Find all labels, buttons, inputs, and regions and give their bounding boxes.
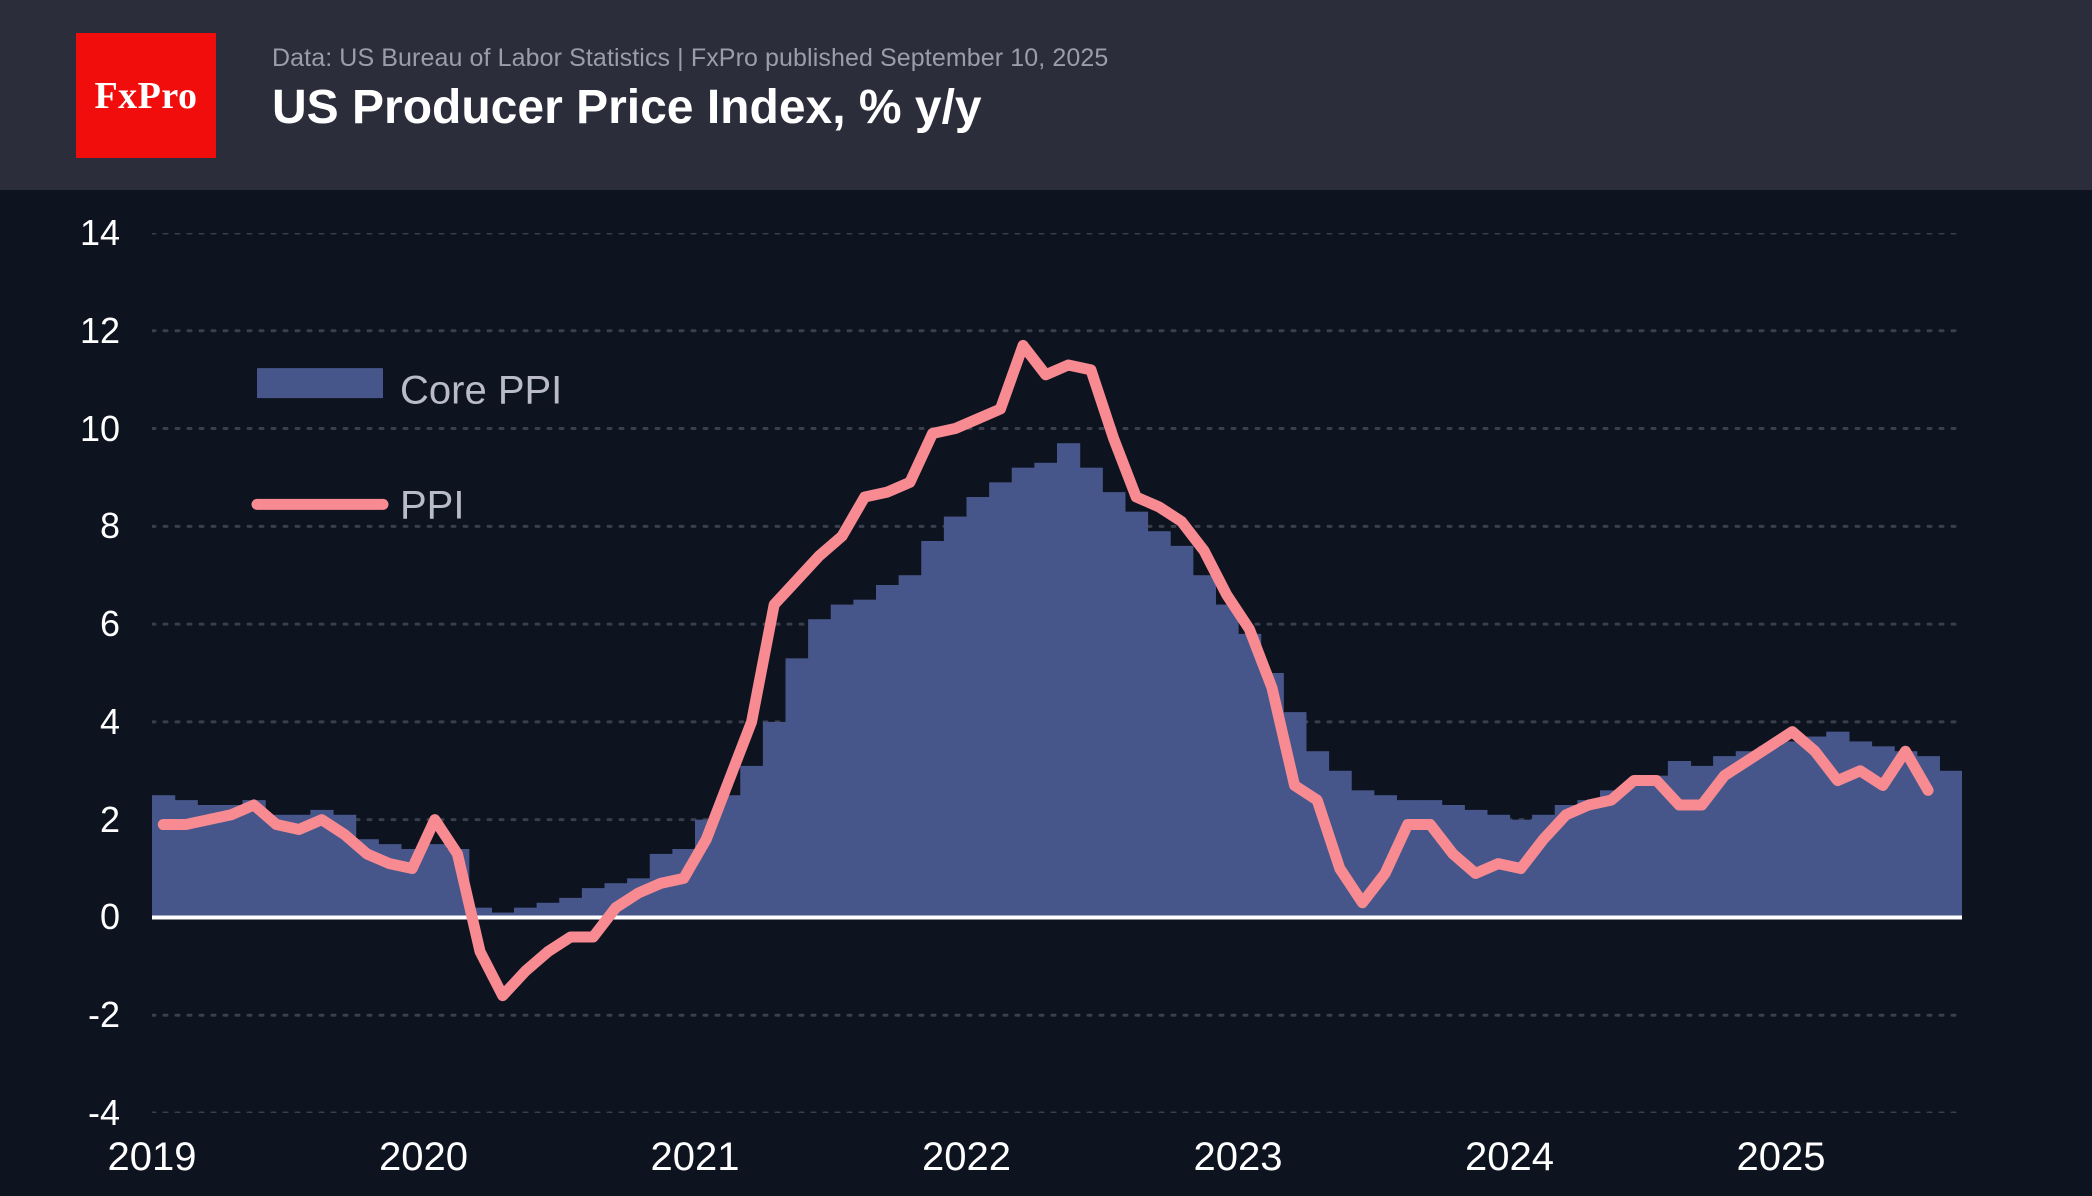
bar: [1622, 785, 1646, 918]
y-axis-tick-label: -2: [87, 994, 120, 1036]
chart-header: FxPro Data: US Bureau of Labor Statistic…: [0, 0, 2092, 190]
bar: [966, 497, 990, 918]
bar: [287, 814, 311, 918]
bar: [1803, 736, 1827, 918]
y-axis-tick-label: 10: [79, 407, 120, 449]
bar: [1848, 741, 1873, 918]
bar: [468, 907, 492, 918]
bar: [219, 805, 244, 918]
chart-svg: Core PPI PPI: [152, 233, 1962, 1113]
bar: [1667, 761, 1692, 918]
chart-legend: Core PPI PPI: [251, 368, 562, 527]
bar: [1826, 731, 1850, 918]
page-title: US Producer Price Index, % y/y: [272, 81, 982, 134]
bar: [1916, 756, 1940, 918]
bar: [1419, 800, 1443, 918]
y-axis-tick-label: -4: [87, 1092, 120, 1133]
bar: [1939, 770, 1962, 918]
bar: [1464, 809, 1488, 918]
bar: [876, 585, 900, 918]
logo-text: FxPro: [94, 74, 198, 117]
bar: [1147, 531, 1171, 918]
bar: [1781, 741, 1805, 918]
bar: [740, 765, 764, 918]
bar: [1758, 746, 1782, 918]
bar: [1554, 805, 1578, 918]
x-axis-tick-label: 2025: [1736, 1135, 1826, 1179]
bar: [1735, 751, 1759, 918]
bar: [1102, 492, 1126, 918]
bar: [1238, 633, 1262, 918]
bar: [536, 902, 560, 918]
bar: [1713, 756, 1737, 918]
bar: [1011, 467, 1035, 918]
fxpro-logo: FxPro: [76, 33, 216, 158]
bar: [762, 721, 787, 918]
bar: [1894, 751, 1918, 918]
bar: [491, 912, 515, 918]
bar: [514, 907, 538, 918]
bar: [1170, 545, 1194, 918]
bar: [1396, 800, 1420, 918]
y-axis-tick-label: 8: [99, 505, 120, 547]
bar: [1215, 604, 1239, 918]
y-axis-tick-label: 0: [99, 896, 120, 938]
bar: [830, 604, 854, 918]
bar: [1645, 775, 1669, 918]
bar: [581, 888, 606, 918]
x-axis-tick-label: 2021: [650, 1135, 740, 1179]
bar: [152, 795, 176, 918]
plot-area: 14 12 10 8 6 4 2 0 -2 -4 2019 2020 2021 2022 2023 2024…: [0, 190, 2092, 1196]
bar: [265, 814, 289, 918]
bar: [853, 599, 877, 918]
bar: [898, 575, 922, 918]
bar: [943, 516, 968, 918]
x-axis-tick-label: 2023: [1193, 1135, 1283, 1179]
bar: [717, 795, 741, 918]
x-axis-tick-label: 2020: [379, 1135, 468, 1179]
legend-swatch-core-ppi: [257, 368, 383, 399]
bar: [1577, 800, 1601, 918]
bar: [921, 541, 945, 918]
chart-subtitle: Data: US Bureau of Labor Statistics | Fx…: [272, 44, 1109, 72]
ppi-line: [157, 339, 1934, 1002]
legend-label-ppi: PPI: [400, 483, 464, 527]
bar: [1057, 443, 1081, 918]
bar: [1600, 790, 1624, 918]
chart-canvas: Core PPI PPI: [152, 233, 1962, 1113]
x-axis-tick-label: 2024: [1465, 1135, 1554, 1179]
bar: [559, 897, 583, 918]
bar: [1124, 511, 1149, 918]
bar: [310, 809, 334, 918]
bar: [785, 658, 809, 918]
y-axis-tick-label: 2: [99, 798, 120, 840]
bar: [1079, 467, 1103, 918]
y-axis-tick-label: 4: [99, 700, 120, 742]
bar: [423, 844, 447, 918]
legend-label-core-ppi: Core PPI: [400, 368, 562, 412]
x-axis-tick-label: 2019: [107, 1135, 197, 1179]
y-axis-tick-label: 12: [79, 309, 120, 351]
bar: [1034, 462, 1058, 918]
bar: [989, 482, 1013, 918]
y-axis-tick-label: 6: [99, 603, 120, 645]
bar: [242, 800, 266, 918]
bar: [1192, 575, 1216, 918]
bar: [808, 619, 832, 918]
bar: [1871, 746, 1895, 918]
bar: [197, 805, 221, 918]
x-axis-tick-label: 2022: [922, 1135, 1011, 1179]
y-axis-tick-label: 14: [79, 212, 120, 253]
